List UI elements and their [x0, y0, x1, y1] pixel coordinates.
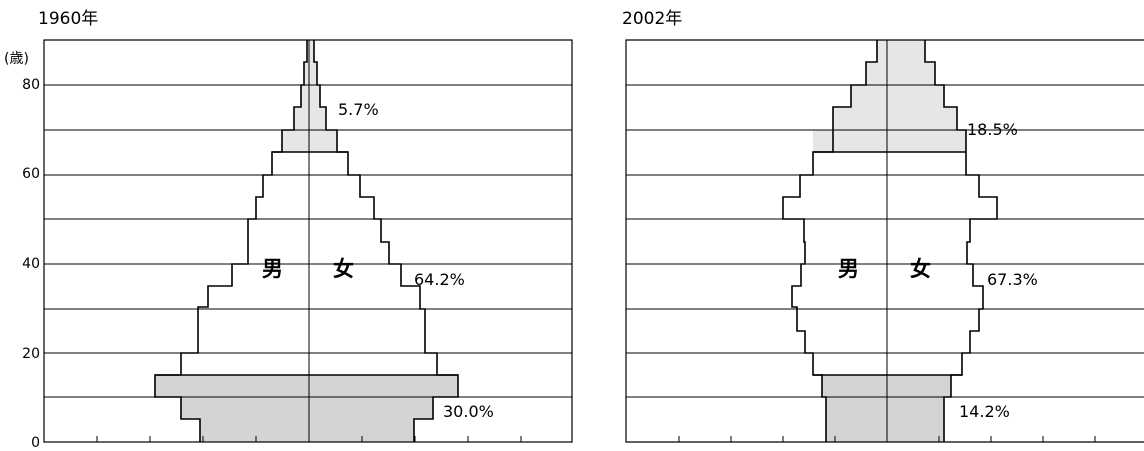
y-unit-label: (歳)	[4, 51, 29, 67]
share-65plus-1960: 5.7%	[338, 100, 379, 119]
panel-title-1960: 1960年	[38, 9, 98, 29]
y-tick-40: 40	[22, 256, 40, 272]
pyramid-2002: 2002年 男 女	[622, 9, 1144, 443]
plot-frame-1960	[43, 39, 573, 443]
share-15-64-2002: 67.3%	[987, 270, 1038, 289]
male-label: 男	[262, 257, 283, 281]
pyramid-1960: 1960年 (歳) 0 20 40 60 80	[4, 9, 573, 451]
share-15-64-1960: 64.2%	[414, 270, 465, 289]
panel-title-2002: 2002年	[622, 9, 682, 29]
elderly-band-2002	[813, 40, 966, 152]
female-outline-2002	[924, 40, 998, 442]
plot-frame-2002	[625, 39, 1144, 443]
y-tick-20: 20	[22, 346, 40, 362]
gridlines-1960	[44, 84, 572, 398]
male-label: 男	[838, 257, 859, 281]
male-outline-2002	[782, 40, 878, 442]
child-band-1960	[155, 375, 458, 442]
female-label: 女	[333, 257, 354, 281]
share-0-14-2002: 14.2%	[959, 402, 1010, 421]
y-tick-60: 60	[22, 166, 40, 182]
share-0-14-1960: 30.0%	[443, 402, 494, 421]
gridlines-2002	[626, 84, 1144, 398]
x-ticks-1960	[96, 436, 522, 442]
y-tick-0: 0	[31, 435, 40, 447]
x-ticks-2002	[678, 436, 1096, 442]
y-tick-80: 80	[22, 77, 40, 93]
share-65plus-2002: 18.5%	[967, 120, 1018, 139]
female-label: 女	[910, 257, 931, 281]
